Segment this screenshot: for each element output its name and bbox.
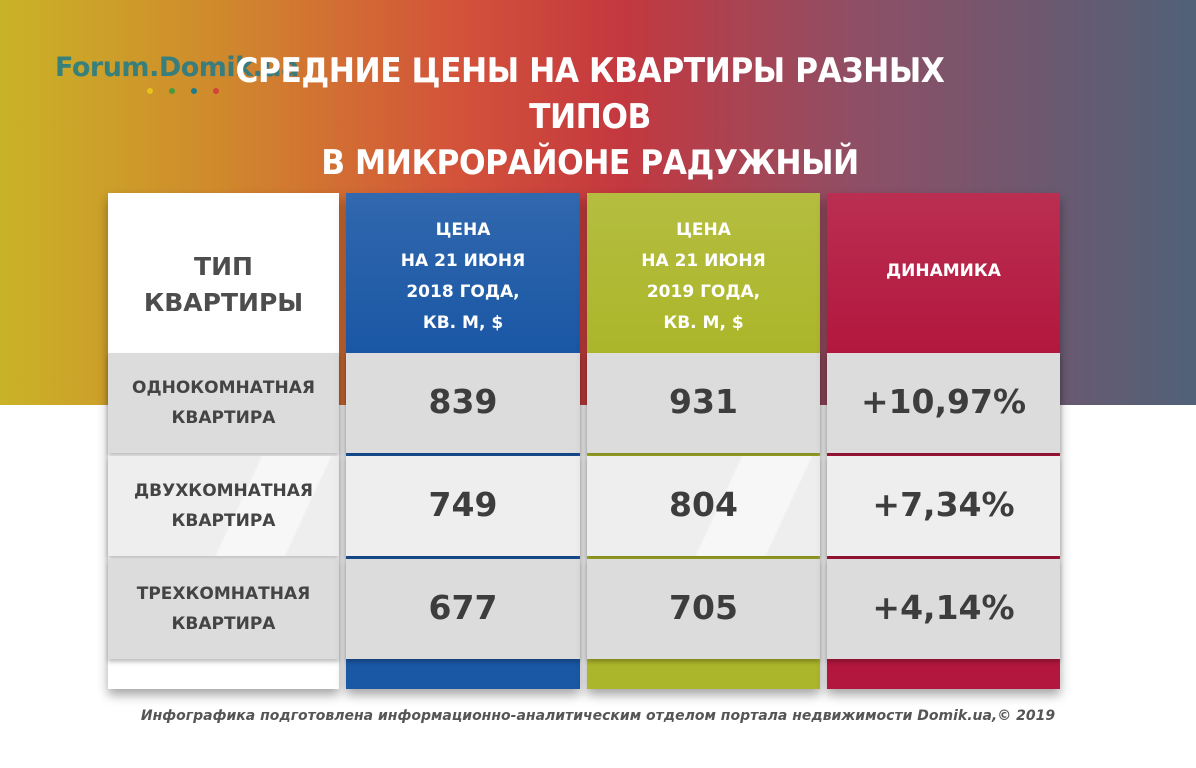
header-line: ЦЕНА [676, 220, 731, 240]
value: 931 [669, 381, 738, 421]
value: 749 [428, 484, 498, 524]
value: +10,97% [860, 381, 1027, 421]
cell-price-2018-one-room: 839 [346, 353, 580, 453]
column-dynamics: ДИНАМИКА +10,97% +7,34% +4,14% [827, 193, 1060, 689]
row-label-line: КВАРТИРА [171, 614, 276, 634]
cell-price-2019-three-room: 705 [587, 559, 820, 659]
cell-price-2018-three-room: 677 [346, 559, 580, 659]
row-label-line: ТРЕХКОМНАТНАЯ [136, 584, 311, 604]
row-label-three-room: ТРЕХКОМНАТНАЯ КВАРТИРА [108, 559, 339, 659]
cell-price-2019-two-room: 804 [587, 456, 820, 556]
column-apartment-type: ТИП КВАРТИРЫ ОДНОКОМНАТНАЯ КВАРТИРА ДВУХ… [108, 193, 339, 689]
cell-dynamics-three-room: +4,14% [827, 559, 1060, 659]
row-label-one-room: ОДНОКОМНАТНАЯ КВАРТИРА [108, 353, 339, 453]
value: 804 [669, 484, 738, 524]
footer-credit: Инфографика подготовлена информационно-а… [140, 708, 1056, 724]
value: +4,14% [872, 587, 1015, 627]
page-title: СРЕДНИЕ ЦЕНЫ НА КВАРТИРЫ РАЗНЫХ ТИПОВ В … [185, 48, 995, 186]
header-price-2019: ЦЕНА НА 21 ИЮНЯ 2019 ГОДА, КВ. М, $ [587, 197, 820, 357]
row-label-two-room: ДВУХКОМНАТНАЯ КВАРТИРА [108, 456, 339, 556]
value: 839 [428, 381, 498, 421]
column-price-2019: ЦЕНА НА 21 ИЮНЯ 2019 ГОДА, КВ. М, $ 931 … [587, 193, 820, 689]
value: 677 [428, 587, 498, 627]
row-label-line: ДВУХКОМНАТНАЯ [133, 481, 314, 501]
column-price-2018: ЦЕНА НА 21 ИЮНЯ 2018 ГОДА, КВ. М, $ 839 … [346, 193, 580, 689]
header-line: 2019 ГОДА, [646, 282, 761, 302]
row-label-line: КВАРТИРА [171, 511, 276, 531]
header-type-line: КВАРТИРЫ [143, 288, 304, 317]
header-line: 2018 ГОДА, [406, 282, 520, 302]
cell-price-2018-two-room: 749 [346, 456, 580, 556]
header-line: КВ. М, $ [663, 313, 744, 333]
row-label-line: ОДНОКОМНАТНАЯ [132, 378, 315, 398]
title-line-1: СРЕДНИЕ ЦЕНЫ НА КВАРТИРЫ РАЗНЫХ ТИПОВ [235, 51, 945, 137]
header-type-line: ТИП [194, 252, 253, 281]
logo-dots-icon [145, 88, 235, 96]
cell-dynamics-one-room: +10,97% [827, 353, 1060, 453]
header-line: КВ. М, $ [422, 313, 504, 333]
value: +7,34% [872, 484, 1015, 524]
forum-domik-logo: Forum.Domik.ua [55, 52, 299, 83]
value: 705 [669, 587, 738, 627]
cell-price-2019-one-room: 931 [587, 353, 820, 453]
title-line-2: В МИКРОРАЙОНЕ РАДУЖНЫЙ [321, 143, 859, 183]
header-price-2018: ЦЕНА НА 21 ИЮНЯ 2018 ГОДА, КВ. М, $ [346, 197, 580, 357]
header-line: НА 21 ИЮНЯ [400, 251, 526, 271]
header-apartment-type: ТИП КВАРТИРЫ [108, 205, 339, 365]
header-line: ЦЕНА [435, 220, 491, 240]
cell-dynamics-two-room: +7,34% [827, 456, 1060, 556]
header-dynamics: ДИНАМИКА [886, 261, 1001, 281]
row-label-line: КВАРТИРА [171, 408, 276, 428]
header-line: НА 21 ИЮНЯ [641, 251, 766, 271]
